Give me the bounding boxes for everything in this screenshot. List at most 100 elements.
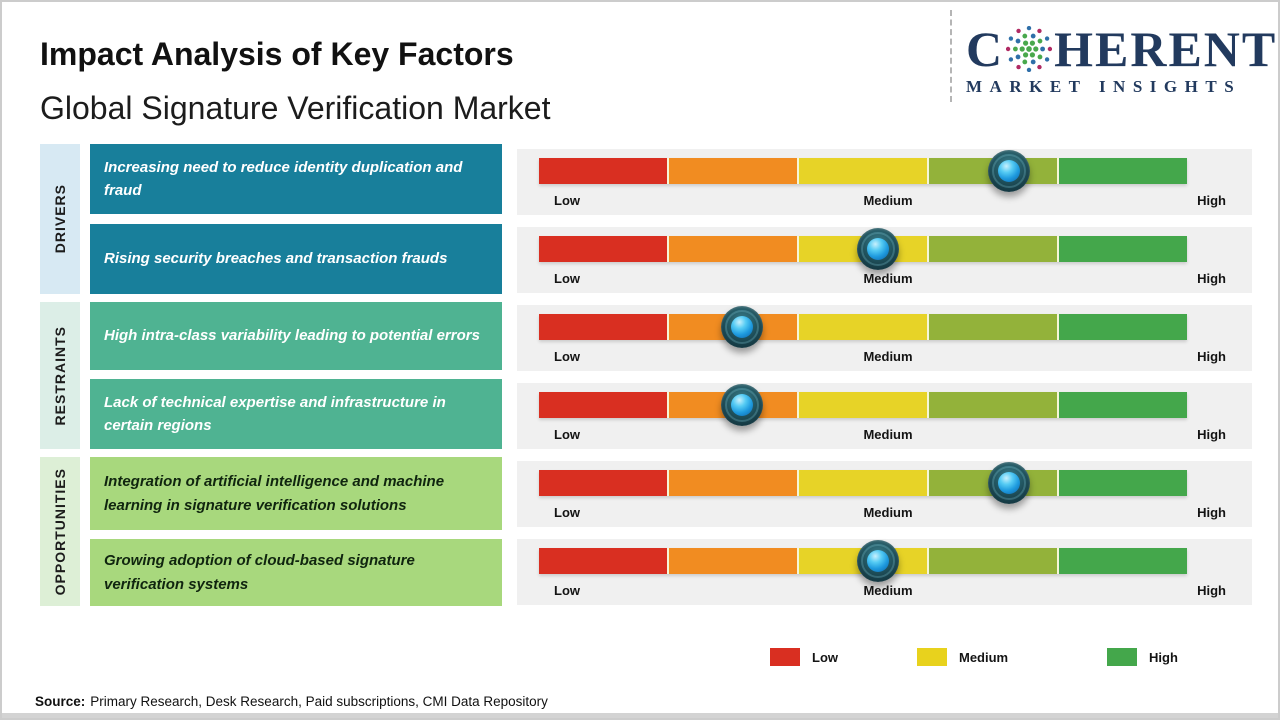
- brand-logo: C: [966, 21, 1275, 97]
- impact-bar: [539, 384, 1187, 426]
- scale-label-medium: Medium: [863, 193, 913, 208]
- bar-segment-low: [539, 392, 667, 418]
- impact-marker-orb-icon: [856, 228, 899, 270]
- bar-segment-low: [539, 236, 667, 262]
- scale-label-low: Low: [554, 505, 580, 520]
- legend-swatch-low: [770, 648, 800, 666]
- bar-segment-low-med: [669, 470, 797, 496]
- group-label-opportunities-text: OPPORTUNITIES: [52, 467, 68, 596]
- legend-swatch-high: [1107, 648, 1137, 666]
- impact-scale-row-4: Low Medium High: [517, 383, 1252, 449]
- group-label-opportunities: OPPORTUNITIES: [40, 457, 80, 606]
- brand-letters-rest: HERENT: [1054, 21, 1278, 77]
- bar-segment-med-high: [929, 314, 1057, 340]
- impact-marker-orb-icon: [720, 384, 763, 426]
- scale-label-medium: Medium: [863, 505, 913, 520]
- orb-core: [730, 316, 753, 338]
- scale-label-high: High: [1197, 349, 1226, 364]
- logo-divider: [950, 10, 952, 102]
- bar-segment-low: [539, 470, 667, 496]
- factor-box-opportunity-2: Growing adoption of cloud-based signatur…: [90, 539, 502, 606]
- scale-label-high: High: [1197, 271, 1226, 286]
- bar-segment-high: [1059, 548, 1187, 574]
- bar-segment-med-high: [929, 548, 1057, 574]
- factor-box-driver-2: Rising security breaches and transaction…: [90, 224, 502, 294]
- bar-segment-high: [1059, 236, 1187, 262]
- scale-label-high: High: [1197, 583, 1226, 598]
- factor-box-restraint-1: High intra-class variability leading to …: [90, 302, 502, 370]
- impact-marker-orb-icon: [720, 306, 763, 348]
- bar-segment-medium: [799, 392, 927, 418]
- scale-label-low: Low: [554, 583, 580, 598]
- impact-marker-orb-icon: [987, 462, 1030, 504]
- legend-swatch-medium: [917, 648, 947, 666]
- impact-marker-orb-icon: [987, 150, 1030, 192]
- scale-label-high: High: [1197, 427, 1226, 442]
- factor-box-driver-1: Increasing need to reduce identity dupli…: [90, 144, 502, 214]
- scale-label-low: Low: [554, 193, 580, 208]
- legend-item-high: High: [1107, 648, 1178, 666]
- impact-bar: [539, 462, 1187, 504]
- bar-segment-low: [539, 548, 667, 574]
- bar-segment-medium: [799, 158, 927, 184]
- scale-label-medium: Medium: [863, 271, 913, 286]
- orb-core: [997, 472, 1020, 494]
- factor-box-opportunity-1: Integration of artificial intelligence a…: [90, 457, 502, 530]
- scale-label-medium: Medium: [863, 349, 913, 364]
- impact-scale-row-1: Low Medium High: [517, 149, 1252, 215]
- impact-scale-row-5: Low Medium High: [517, 461, 1252, 527]
- source-note: Source: Primary Research, Desk Research, …: [35, 694, 548, 709]
- source-prefix: Source:: [35, 694, 86, 709]
- impact-bar: [539, 540, 1187, 582]
- brand-wordmark: C: [966, 21, 1275, 77]
- source-text: Primary Research, Desk Research, Paid su…: [90, 694, 548, 709]
- scale-label-medium: Medium: [863, 583, 913, 598]
- scale-label-high: High: [1197, 505, 1226, 520]
- scale-label-low: Low: [554, 349, 580, 364]
- orb-core: [997, 160, 1020, 182]
- impact-scale-row-6: Low Medium High: [517, 539, 1252, 605]
- brand-letter-c: C: [966, 21, 1005, 77]
- group-label-drivers: DRIVERS: [40, 144, 80, 294]
- bar-segment-med-high: [929, 392, 1057, 418]
- brand-tagline: MARKET INSIGHTS: [966, 77, 1242, 96]
- orb-core: [730, 394, 753, 416]
- factor-box-restraint-2: Lack of technical expertise and infrastr…: [90, 379, 502, 449]
- bottom-border-strip: [2, 713, 1278, 718]
- bar-segment-high: [1059, 314, 1187, 340]
- bar-segment-low: [539, 314, 667, 340]
- group-label-drivers-text: DRIVERS: [52, 184, 68, 254]
- bar-segment-high: [1059, 392, 1187, 418]
- bar-segment-high: [1059, 470, 1187, 496]
- bar-segment-low-med: [669, 548, 797, 574]
- bar-segment-high: [1059, 158, 1187, 184]
- orb-core: [866, 550, 889, 572]
- legend-item-low: Low: [770, 648, 838, 666]
- page-title: Impact Analysis of Key Factors: [40, 36, 514, 72]
- bar-segment-med-high: [929, 236, 1057, 262]
- orb-core: [866, 238, 889, 260]
- group-label-restraints: RESTRAINTS: [40, 302, 80, 449]
- bar-segment-medium: [799, 470, 927, 496]
- impact-scale-row-3: Low Medium High: [517, 305, 1252, 371]
- globe-dots-icon: [1006, 26, 1053, 72]
- legend-label-medium: Medium: [959, 649, 1009, 665]
- impact-marker-orb-icon: [856, 540, 899, 582]
- bar-segment-low: [539, 158, 667, 184]
- impact-bar: [539, 306, 1187, 348]
- scale-label-low: Low: [554, 271, 580, 286]
- page-subtitle: Global Signature Verification Market: [40, 90, 551, 126]
- legend-label-high: High: [1149, 649, 1178, 665]
- scale-label-medium: Medium: [863, 427, 913, 442]
- impact-bar: [539, 228, 1187, 270]
- bar-segment-medium: [799, 314, 927, 340]
- scale-label-high: High: [1197, 193, 1226, 208]
- impact-bar: [539, 150, 1187, 192]
- bar-segment-low-med: [669, 158, 797, 184]
- impact-scale-row-2: Low Medium High: [517, 227, 1252, 293]
- legend-item-medium: Medium: [917, 648, 1008, 666]
- legend-label-low: Low: [812, 649, 838, 665]
- group-label-restraints-text: RESTRAINTS: [52, 325, 68, 426]
- bar-segment-low-med: [669, 236, 797, 262]
